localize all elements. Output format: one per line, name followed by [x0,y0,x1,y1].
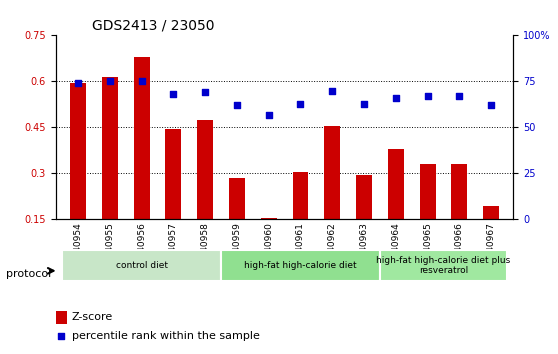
Point [137,79,146,84]
Bar [356,175,372,219]
Bar [388,149,404,219]
Bar [229,178,245,219]
Point [233,103,242,108]
Bar [102,77,118,219]
Bar [197,120,213,219]
Text: Z-score: Z-score [72,312,113,322]
Text: high-fat high-calorie diet: high-fat high-calorie diet [244,261,357,270]
FancyBboxPatch shape [221,250,380,281]
Point [455,93,464,99]
Point [169,91,178,97]
Bar [70,83,86,219]
Point [74,80,83,86]
Bar [420,164,435,219]
Bar [451,164,467,219]
Text: protocol: protocol [6,269,51,279]
Point [201,90,210,95]
Bar [134,57,150,219]
Bar [165,129,181,219]
FancyBboxPatch shape [62,250,221,281]
Point [359,101,368,106]
Point [423,93,432,99]
Text: control diet: control diet [116,261,167,270]
Point [105,79,114,84]
Bar [56,311,68,324]
Point [330,226,339,232]
Bar [324,126,340,219]
Text: percentile rank within the sample: percentile rank within the sample [72,331,259,341]
Bar [261,218,277,219]
Point [328,88,336,93]
Point [487,103,496,108]
Text: high-fat high-calorie diet plus
resveratrol: high-fat high-calorie diet plus resverat… [376,256,511,275]
Point [391,95,400,101]
Bar [292,172,309,219]
Point [264,112,273,118]
Bar [483,206,499,219]
Point [296,101,305,106]
Text: GDS2413 / 23050: GDS2413 / 23050 [93,19,215,33]
FancyBboxPatch shape [380,250,507,281]
